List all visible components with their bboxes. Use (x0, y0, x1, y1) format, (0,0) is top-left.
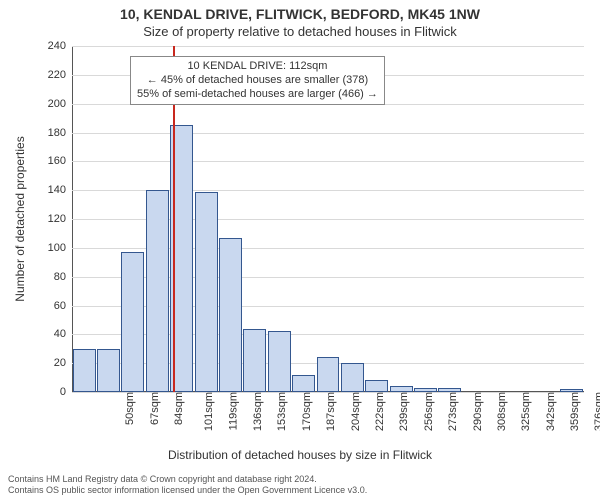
x-tick-label: 342sqm (543, 392, 557, 431)
x-tick-label: 222sqm (372, 392, 386, 431)
chart-container: 10, KENDAL DRIVE, FLITWICK, BEDFORD, MK4… (0, 0, 600, 500)
y-tick-label: 80 (54, 271, 72, 283)
histogram-bar (121, 252, 144, 392)
y-tick-label: 0 (60, 386, 72, 398)
chart-subtitle: Size of property relative to detached ho… (0, 24, 600, 39)
x-tick-label: 50sqm (122, 392, 136, 425)
footer: Contains HM Land Registry data © Crown c… (8, 474, 367, 496)
histogram-bar (365, 380, 388, 392)
y-tick-label: 160 (48, 155, 72, 167)
histogram-bar (146, 190, 169, 392)
histogram-bar (292, 375, 315, 392)
footer-line-2: Contains OS public sector information li… (8, 485, 367, 496)
y-axis-label: Number of detached properties (13, 136, 27, 301)
x-tick-label: 101sqm (201, 392, 215, 431)
y-tick-label: 240 (48, 40, 72, 52)
y-grid-line (72, 133, 584, 134)
x-tick-label: 204sqm (348, 392, 362, 431)
y-tick-label: 200 (48, 98, 72, 110)
footer-line-1: Contains HM Land Registry data © Crown c… (8, 474, 367, 485)
x-tick-label: 170sqm (299, 392, 313, 431)
histogram-bar (560, 389, 583, 392)
x-tick-label: 153sqm (275, 392, 289, 431)
x-tick-label: 308sqm (494, 392, 508, 431)
chart-title: 10, KENDAL DRIVE, FLITWICK, BEDFORD, MK4… (0, 6, 600, 22)
histogram-bar (243, 329, 266, 392)
annotation-box: 10 KENDAL DRIVE: 112sqm ← 45% of detache… (130, 56, 385, 105)
histogram-bar (341, 363, 364, 392)
x-axis-label: Distribution of detached houses by size … (0, 448, 600, 462)
x-tick-label: 187sqm (323, 392, 337, 431)
x-tick-label: 67sqm (147, 392, 161, 425)
y-tick-label: 20 (54, 357, 72, 369)
x-tick-label: 290sqm (470, 392, 484, 431)
annotation-line-3: 55% of semi-detached houses are larger (… (137, 88, 378, 102)
histogram-bar (268, 331, 291, 392)
histogram-bar (195, 192, 218, 392)
y-tick-label: 100 (48, 242, 72, 254)
plot-area: 02040608010012014016018020022024050sqm67… (72, 46, 584, 392)
histogram-bar (390, 386, 413, 392)
x-tick-label: 325sqm (518, 392, 532, 431)
x-tick-label: 136sqm (250, 392, 264, 431)
y-grid-line (72, 46, 584, 47)
histogram-bar (317, 357, 340, 392)
x-tick-label: 84sqm (171, 392, 185, 425)
x-tick-label: 273sqm (445, 392, 459, 431)
x-tick-label: 239sqm (397, 392, 411, 431)
y-tick-label: 220 (48, 69, 72, 81)
y-tick-label: 180 (48, 127, 72, 139)
x-tick-label: 376sqm (592, 392, 600, 431)
histogram-bar (219, 238, 242, 392)
x-tick-label: 359sqm (567, 392, 581, 431)
y-tick-label: 120 (48, 213, 72, 225)
y-tick-label: 140 (48, 184, 72, 196)
histogram-bar (73, 349, 96, 392)
x-tick-label: 256sqm (421, 392, 435, 431)
y-tick-label: 60 (54, 300, 72, 312)
y-tick-label: 40 (54, 328, 72, 340)
x-tick-label: 119sqm (225, 392, 239, 430)
annotation-line-2: ← 45% of detached houses are smaller (37… (137, 74, 378, 88)
histogram-bar (414, 388, 437, 392)
histogram-bar (438, 388, 461, 392)
annotation-line-1: 10 KENDAL DRIVE: 112sqm (137, 60, 378, 74)
y-grid-line (72, 161, 584, 162)
histogram-bar (97, 349, 120, 392)
